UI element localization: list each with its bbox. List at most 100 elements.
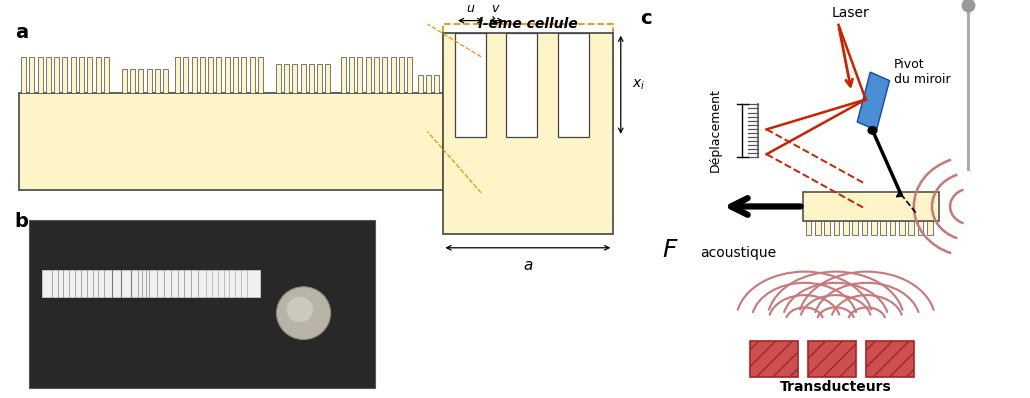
Bar: [862, 221, 867, 235]
Bar: [833, 221, 839, 235]
Bar: [96, 57, 101, 93]
Bar: [443, 57, 481, 193]
Bar: [866, 341, 915, 377]
Text: Transducteurs: Transducteurs: [780, 380, 892, 394]
Bar: [805, 221, 812, 235]
Bar: [426, 75, 432, 93]
Bar: [558, 57, 563, 93]
Bar: [418, 75, 422, 93]
Bar: [459, 57, 465, 93]
Bar: [225, 57, 230, 93]
Bar: [509, 57, 514, 93]
Bar: [284, 64, 289, 93]
Bar: [301, 64, 306, 93]
Bar: [325, 64, 331, 93]
Bar: [824, 221, 830, 235]
Bar: [20, 93, 582, 189]
Bar: [349, 57, 354, 93]
Bar: [293, 64, 298, 93]
Text: $a$: $a$: [522, 258, 534, 273]
Bar: [258, 57, 263, 93]
Bar: [501, 57, 506, 93]
Bar: [276, 64, 280, 93]
Bar: [476, 57, 481, 93]
Bar: [918, 221, 924, 235]
Text: Pivot
du miroir: Pivot du miroir: [894, 58, 951, 86]
Text: a: a: [15, 23, 28, 42]
Bar: [357, 57, 363, 93]
Bar: [63, 57, 67, 93]
Bar: [146, 70, 151, 93]
Bar: [890, 221, 895, 235]
Bar: [557, 33, 588, 137]
Bar: [853, 221, 858, 235]
Text: Déplacement: Déplacement: [709, 88, 722, 172]
Bar: [104, 57, 109, 93]
Bar: [927, 221, 933, 235]
Bar: [407, 57, 412, 93]
Bar: [21, 57, 26, 93]
Bar: [803, 191, 939, 221]
Bar: [443, 33, 613, 234]
Bar: [550, 57, 555, 93]
Bar: [908, 221, 915, 235]
Bar: [843, 221, 849, 235]
Circle shape: [276, 287, 331, 339]
Bar: [163, 70, 168, 93]
Bar: [808, 341, 856, 377]
Bar: [525, 57, 530, 93]
Bar: [341, 57, 346, 93]
Bar: [468, 57, 473, 93]
Bar: [399, 57, 404, 93]
Text: $v$: $v$: [491, 2, 501, 16]
Bar: [455, 33, 486, 137]
Bar: [382, 57, 387, 93]
Bar: [374, 57, 379, 93]
Bar: [871, 221, 877, 235]
Text: c: c: [641, 9, 652, 28]
Bar: [88, 57, 93, 93]
Bar: [154, 70, 160, 93]
Text: Laser: Laser: [832, 6, 869, 20]
Bar: [175, 57, 180, 93]
Bar: [317, 64, 322, 93]
Bar: [435, 75, 440, 93]
Bar: [534, 57, 539, 93]
Text: b: b: [14, 213, 28, 232]
Bar: [517, 57, 522, 93]
Bar: [200, 57, 205, 93]
Text: $x_i$: $x_i$: [631, 78, 645, 92]
Bar: [568, 57, 572, 93]
Bar: [507, 33, 538, 137]
Circle shape: [286, 297, 313, 322]
Bar: [183, 57, 188, 93]
Bar: [750, 341, 797, 377]
Bar: [208, 57, 213, 93]
Bar: [366, 57, 371, 93]
Bar: [138, 70, 143, 93]
Bar: [130, 70, 135, 93]
Bar: [241, 57, 246, 93]
Polygon shape: [857, 72, 890, 131]
Bar: [390, 57, 396, 93]
Bar: [42, 270, 261, 297]
Bar: [484, 57, 489, 93]
Bar: [216, 57, 221, 93]
Text: $u$: $u$: [466, 2, 475, 16]
Text: acoustique: acoustique: [700, 246, 777, 260]
Bar: [122, 70, 127, 93]
Bar: [492, 57, 497, 93]
Bar: [233, 57, 238, 93]
Circle shape: [867, 126, 878, 135]
Bar: [71, 57, 76, 93]
Bar: [309, 64, 314, 93]
Bar: [55, 57, 59, 93]
Bar: [46, 57, 50, 93]
Bar: [37, 57, 42, 93]
Bar: [443, 24, 613, 132]
Text: $F$: $F$: [662, 238, 679, 262]
Bar: [249, 57, 254, 93]
Bar: [881, 221, 886, 235]
Bar: [815, 221, 821, 235]
Bar: [192, 57, 197, 93]
